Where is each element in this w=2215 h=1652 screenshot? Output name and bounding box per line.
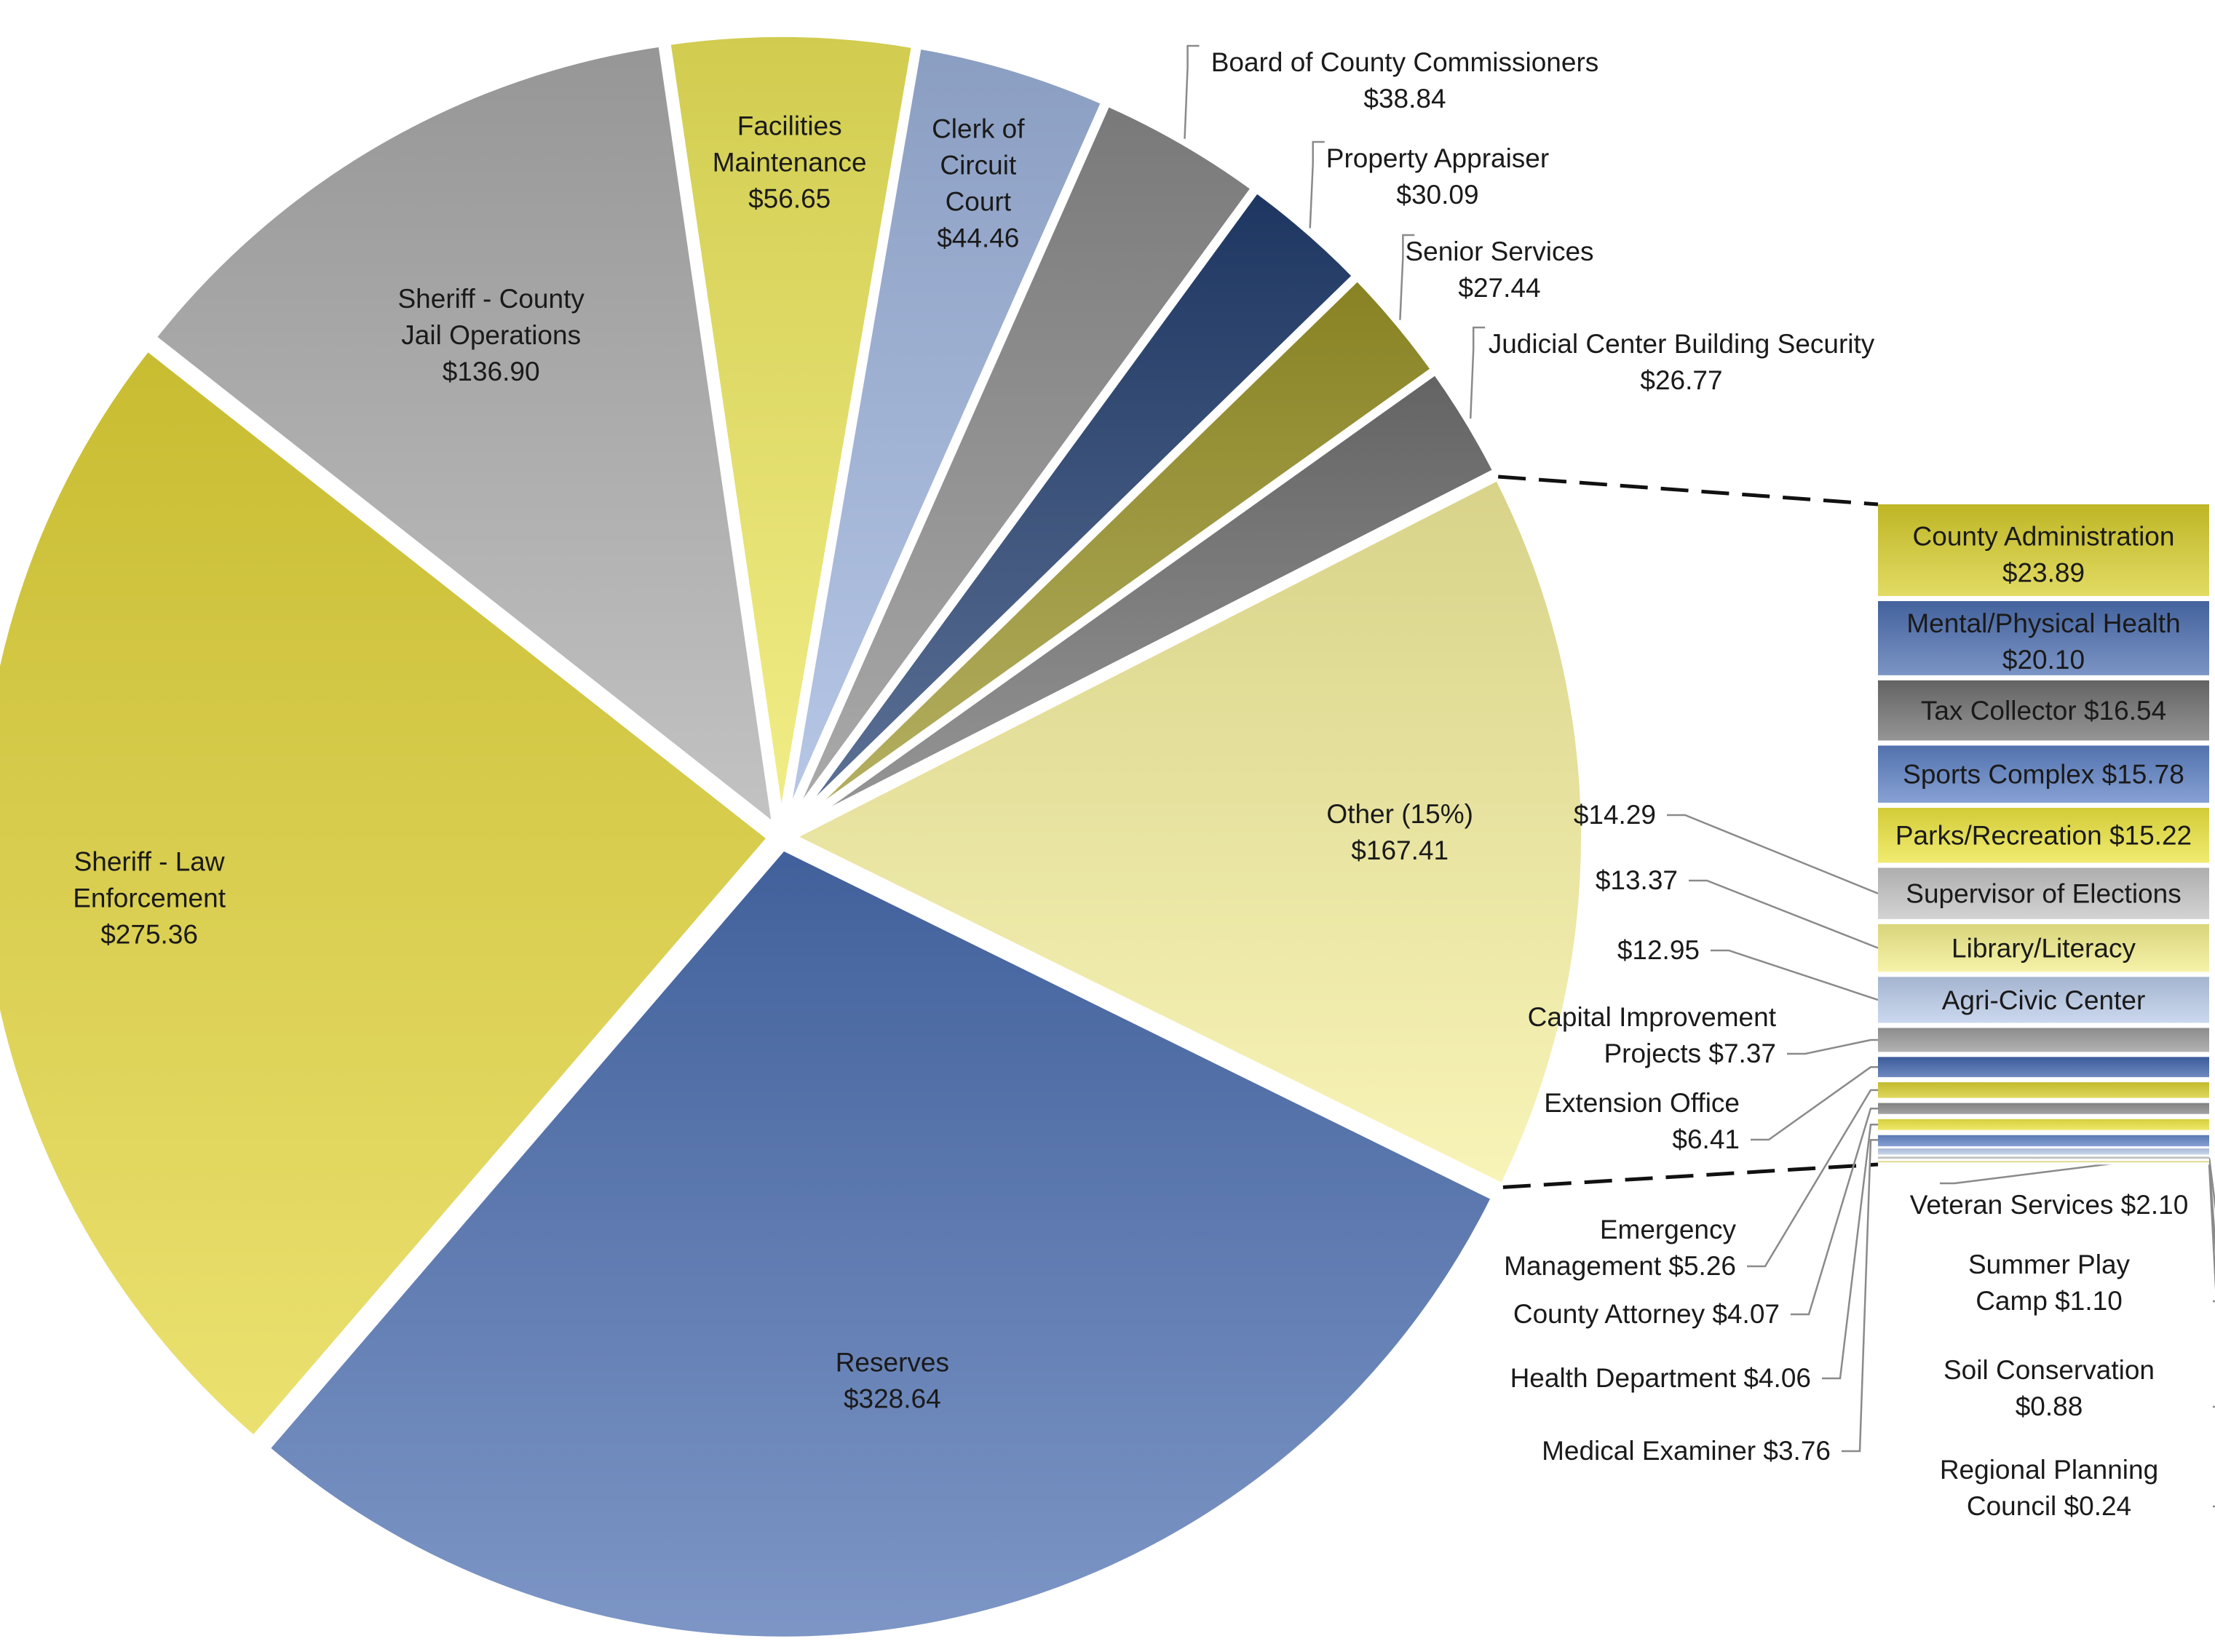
bar-segment-parks-rec	[1878, 805, 2209, 865]
leader-line-library	[1689, 879, 1879, 949]
breakout-connectors	[1184, 44, 2215, 1508]
bar-segment-emergency	[1878, 1079, 2209, 1101]
bar-segment-sports-complex	[1878, 742, 2209, 806]
leader-line-property	[1309, 140, 1325, 229]
pie-slice-clerk	[780, 41, 1109, 831]
leader-line-senior	[1399, 234, 1415, 320]
leader-line-extension	[1751, 1066, 1878, 1141]
bar-label-sports-complex: Sports Complex $15.78	[1903, 760, 2184, 790]
bar-segment-elections	[1878, 865, 2209, 922]
bar-label-summer-camp: Summer Play Camp $1.10	[1968, 1250, 2131, 1316]
bar-label-medical-examiner: Medical Examiner $3.76	[1542, 1436, 1831, 1466]
slice-label-senior: Senior Services $27.44	[1405, 237, 1593, 303]
leader-line-bocc	[1184, 44, 1200, 139]
other-breakdown-bar	[1878, 504, 2209, 1165]
bar-label-tax-collector: Tax Collector $16.54	[1921, 696, 2166, 726]
breakout-connector-top	[1498, 474, 1879, 507]
bar-label-county-admin: County Administration $23.89	[1913, 522, 2175, 588]
labels: Reserves $328.64 Sheriff - Law Enforcement $…	[73, 47, 2192, 1521]
slice-label-sheriff-jail: Sheriff - County Jail Operations $136.90	[397, 284, 585, 386]
bar-segment-summer-camp	[1878, 1155, 2209, 1160]
slice-label-facilities: Facilities Maintenance $56.65	[713, 111, 867, 214]
leader-line-health-dept	[1822, 1123, 1878, 1380]
pie-slice-sheriff-law	[0, 343, 775, 1444]
leader-line-agri-civic	[1711, 949, 1879, 1001]
bar-label-agri-civic: Agri-Civic Center	[1942, 985, 2146, 1015]
pie-slice-bocc	[782, 99, 1259, 832]
slice-label-judicial: Judicial Center Building Security $26.77	[1489, 329, 1875, 395]
pie-slice-reserves	[262, 843, 1499, 1644]
pie	[0, 30, 1588, 1644]
leader-line-elections	[1667, 814, 1879, 894]
bar-label-library: Library/Literacy	[1952, 934, 2136, 964]
bar-segment-mental-health	[1878, 598, 2209, 678]
bar-label-capital: Capital Improvement Projects $7.37	[1528, 1002, 1777, 1068]
bar-segment-extension	[1878, 1054, 2209, 1080]
bar-segment-health-dept	[1878, 1116, 2209, 1133]
bar-segment-veteran	[1878, 1147, 2209, 1156]
slice-label-property: Property Appraiser $30.09	[1326, 143, 1549, 210]
leader-line-medical-examiner	[1842, 1139, 1878, 1453]
slice-label-bocc: Board of County Commissioners $38.84	[1211, 47, 1599, 114]
leader-line-capital	[1787, 1039, 1878, 1055]
slice-label-other: Other (15%) $167.41	[1326, 799, 1473, 865]
bar-label-county-attorney: County Attorney $4.07	[1513, 1299, 1780, 1329]
bar-segment-county-admin	[1878, 504, 2209, 599]
bar-segment-medical-examiner	[1878, 1132, 2209, 1148]
bar-segment-soil	[1878, 1159, 2209, 1164]
bar-label-extension: Extension Office $6.41	[1544, 1088, 1740, 1154]
bar-label-soil: Soil Conservation $0.88	[1943, 1355, 2155, 1421]
bar-value-elections: $14.29	[1574, 800, 1656, 830]
bar-label-elections: Supervisor of Elections	[1906, 879, 2181, 909]
bar-label-mental-health: Mental/Physical Health $20.10	[1906, 608, 2180, 675]
pie-slice-other	[788, 473, 1588, 1191]
bar-label-parks-rec: Parks/Recreation $15.22	[1895, 821, 2192, 851]
slice-label-sheriff-law: Sheriff - Law Enforcement $275.36	[73, 846, 226, 949]
bar-segment-capital	[1878, 1025, 2209, 1055]
slice-label-clerk: Clerk of Circuit Court $44.46	[932, 114, 1025, 253]
bar-value-agri-civic: $12.95	[1617, 935, 1700, 965]
bar-value-library: $13.37	[1596, 865, 1678, 895]
bar-label-health-dept: Health Department $4.06	[1510, 1363, 1811, 1393]
pie-slice-facilities	[663, 30, 919, 830]
leader-line-county-attorney	[1791, 1107, 1878, 1316]
leader-line-regional-planning	[2208, 1164, 2215, 1508]
bar-segment-agri-civic	[1878, 974, 2209, 1025]
leader-line-judicial	[1469, 326, 1486, 419]
slice-label-reserves: Reserves $328.64	[836, 1348, 949, 1414]
leader-line-emergency	[1747, 1089, 1878, 1268]
bar-segment-tax-collector	[1878, 678, 2209, 743]
breakout-connector-bottom	[1502, 1162, 1879, 1189]
pie-slice-judicial	[785, 367, 1501, 835]
bar-label-emergency: Emergency Management $5.26	[1504, 1215, 1736, 1281]
bar-label-regional-planning: Regional Planning Council $0.24	[1940, 1455, 2158, 1521]
pie-slice-sheriff-jail	[148, 39, 780, 832]
bar-segment-county-attorney	[1878, 1100, 2209, 1117]
bar-segment-library	[1878, 921, 2209, 974]
bar-label-veteran: Veteran Services $2.10	[1910, 1190, 2189, 1220]
